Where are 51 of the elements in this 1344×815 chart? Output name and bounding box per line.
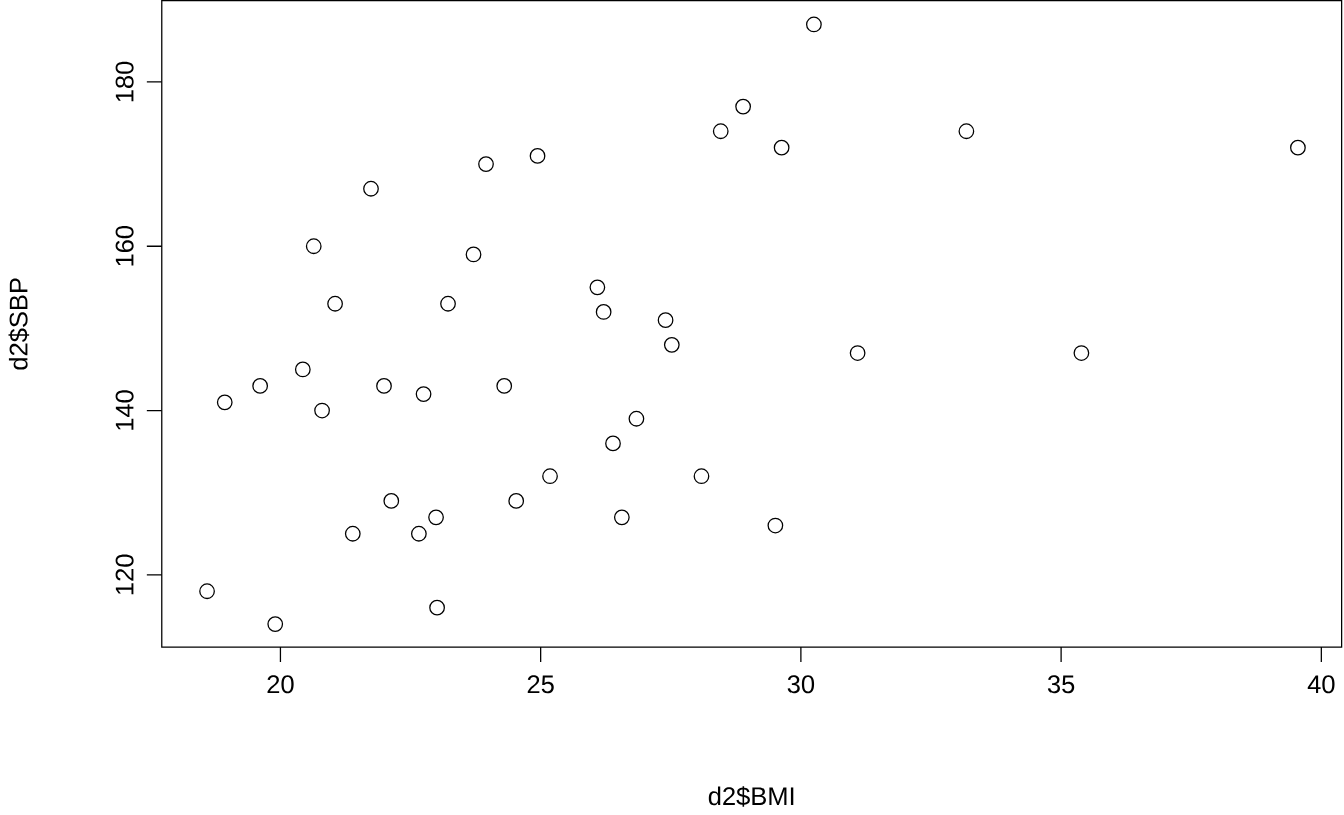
point [478,156,494,172]
x-axis-title: d2$BMI [708,786,794,807]
point [344,525,361,542]
point [605,435,621,452]
x-tick-label: 40 [1307,675,1335,694]
x-tick-label: 35 [1047,675,1075,694]
point [363,180,379,197]
point [613,509,630,526]
x-tick-label: 25 [527,675,554,694]
point [252,377,269,394]
point [496,377,513,394]
point [199,583,215,599]
point [628,410,645,427]
y-tick-label: 160 [115,225,134,266]
point [589,279,606,296]
x-tick-label: 30 [787,675,815,694]
point [410,525,427,542]
y-tick-label: 180 [115,61,134,102]
point [465,246,482,263]
point [663,336,680,353]
point [712,123,729,140]
y-axis-title: d2$SBP [8,278,30,370]
point [849,345,866,361]
point [542,468,558,484]
point [314,402,330,419]
point [294,361,311,378]
point [767,517,784,534]
point [529,147,546,164]
point [216,394,233,411]
y-tick-label: 140 [115,390,134,430]
point [428,509,444,526]
point [267,616,284,632]
point [958,123,975,140]
point [773,139,790,156]
point [376,377,392,394]
point [735,98,752,115]
point [657,312,674,328]
point [415,386,432,402]
x-tick-label: 20 [267,675,294,694]
point [595,303,612,320]
point [440,295,456,312]
point [383,492,400,509]
point [806,16,822,33]
y-tick-label: 120 [115,554,134,595]
point [305,238,322,255]
point [1290,139,1306,156]
point [1073,345,1090,361]
point [327,295,343,312]
point [693,468,710,484]
point [429,599,445,616]
point [508,492,525,509]
